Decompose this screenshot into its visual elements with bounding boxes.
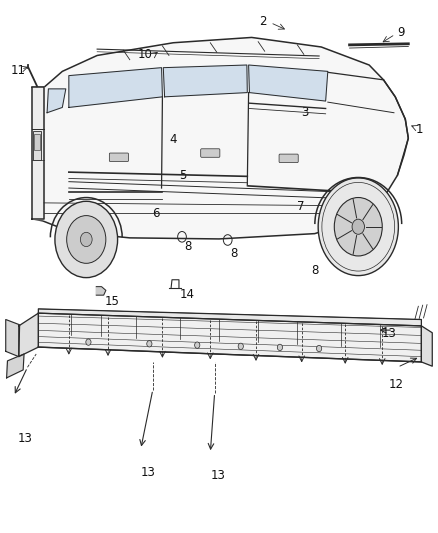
Text: 5: 5	[180, 169, 187, 182]
Polygon shape	[39, 313, 421, 362]
Polygon shape	[69, 68, 162, 108]
Circle shape	[55, 201, 117, 278]
Circle shape	[334, 198, 382, 256]
Text: 6: 6	[152, 207, 159, 220]
Text: 7: 7	[297, 199, 304, 213]
Text: 11: 11	[11, 64, 25, 77]
Text: 15: 15	[105, 295, 120, 308]
Text: 4: 4	[170, 133, 177, 146]
Text: 8: 8	[68, 227, 76, 240]
Text: 8: 8	[184, 240, 191, 253]
Text: 8: 8	[311, 264, 318, 277]
Text: 10: 10	[138, 48, 152, 61]
Circle shape	[277, 344, 283, 351]
FancyBboxPatch shape	[279, 154, 298, 163]
FancyBboxPatch shape	[33, 131, 42, 160]
Circle shape	[86, 339, 91, 345]
FancyBboxPatch shape	[110, 153, 128, 161]
Polygon shape	[96, 287, 106, 295]
Text: 13: 13	[382, 327, 397, 340]
Polygon shape	[6, 319, 20, 357]
Circle shape	[67, 216, 106, 263]
Circle shape	[352, 219, 364, 235]
Circle shape	[147, 341, 152, 347]
FancyBboxPatch shape	[34, 134, 40, 150]
Circle shape	[238, 343, 244, 350]
Text: 13: 13	[18, 432, 33, 446]
FancyBboxPatch shape	[201, 149, 220, 157]
Circle shape	[81, 232, 92, 247]
Circle shape	[317, 345, 322, 352]
Circle shape	[194, 342, 200, 348]
Polygon shape	[7, 354, 24, 378]
Polygon shape	[163, 65, 247, 97]
Text: 13: 13	[141, 466, 156, 479]
Polygon shape	[32, 37, 408, 239]
Text: 9: 9	[397, 26, 405, 38]
Circle shape	[318, 178, 399, 276]
Text: 14: 14	[180, 288, 195, 301]
Text: 1: 1	[416, 123, 423, 136]
Text: 2: 2	[259, 15, 266, 28]
Text: 3: 3	[301, 106, 309, 119]
Text: 8: 8	[230, 247, 238, 260]
Polygon shape	[19, 313, 39, 357]
Polygon shape	[249, 65, 328, 101]
Text: 13: 13	[210, 469, 225, 482]
Polygon shape	[421, 326, 432, 366]
Polygon shape	[39, 309, 421, 326]
Text: 12: 12	[388, 378, 403, 391]
Polygon shape	[32, 87, 44, 219]
Polygon shape	[47, 89, 66, 113]
